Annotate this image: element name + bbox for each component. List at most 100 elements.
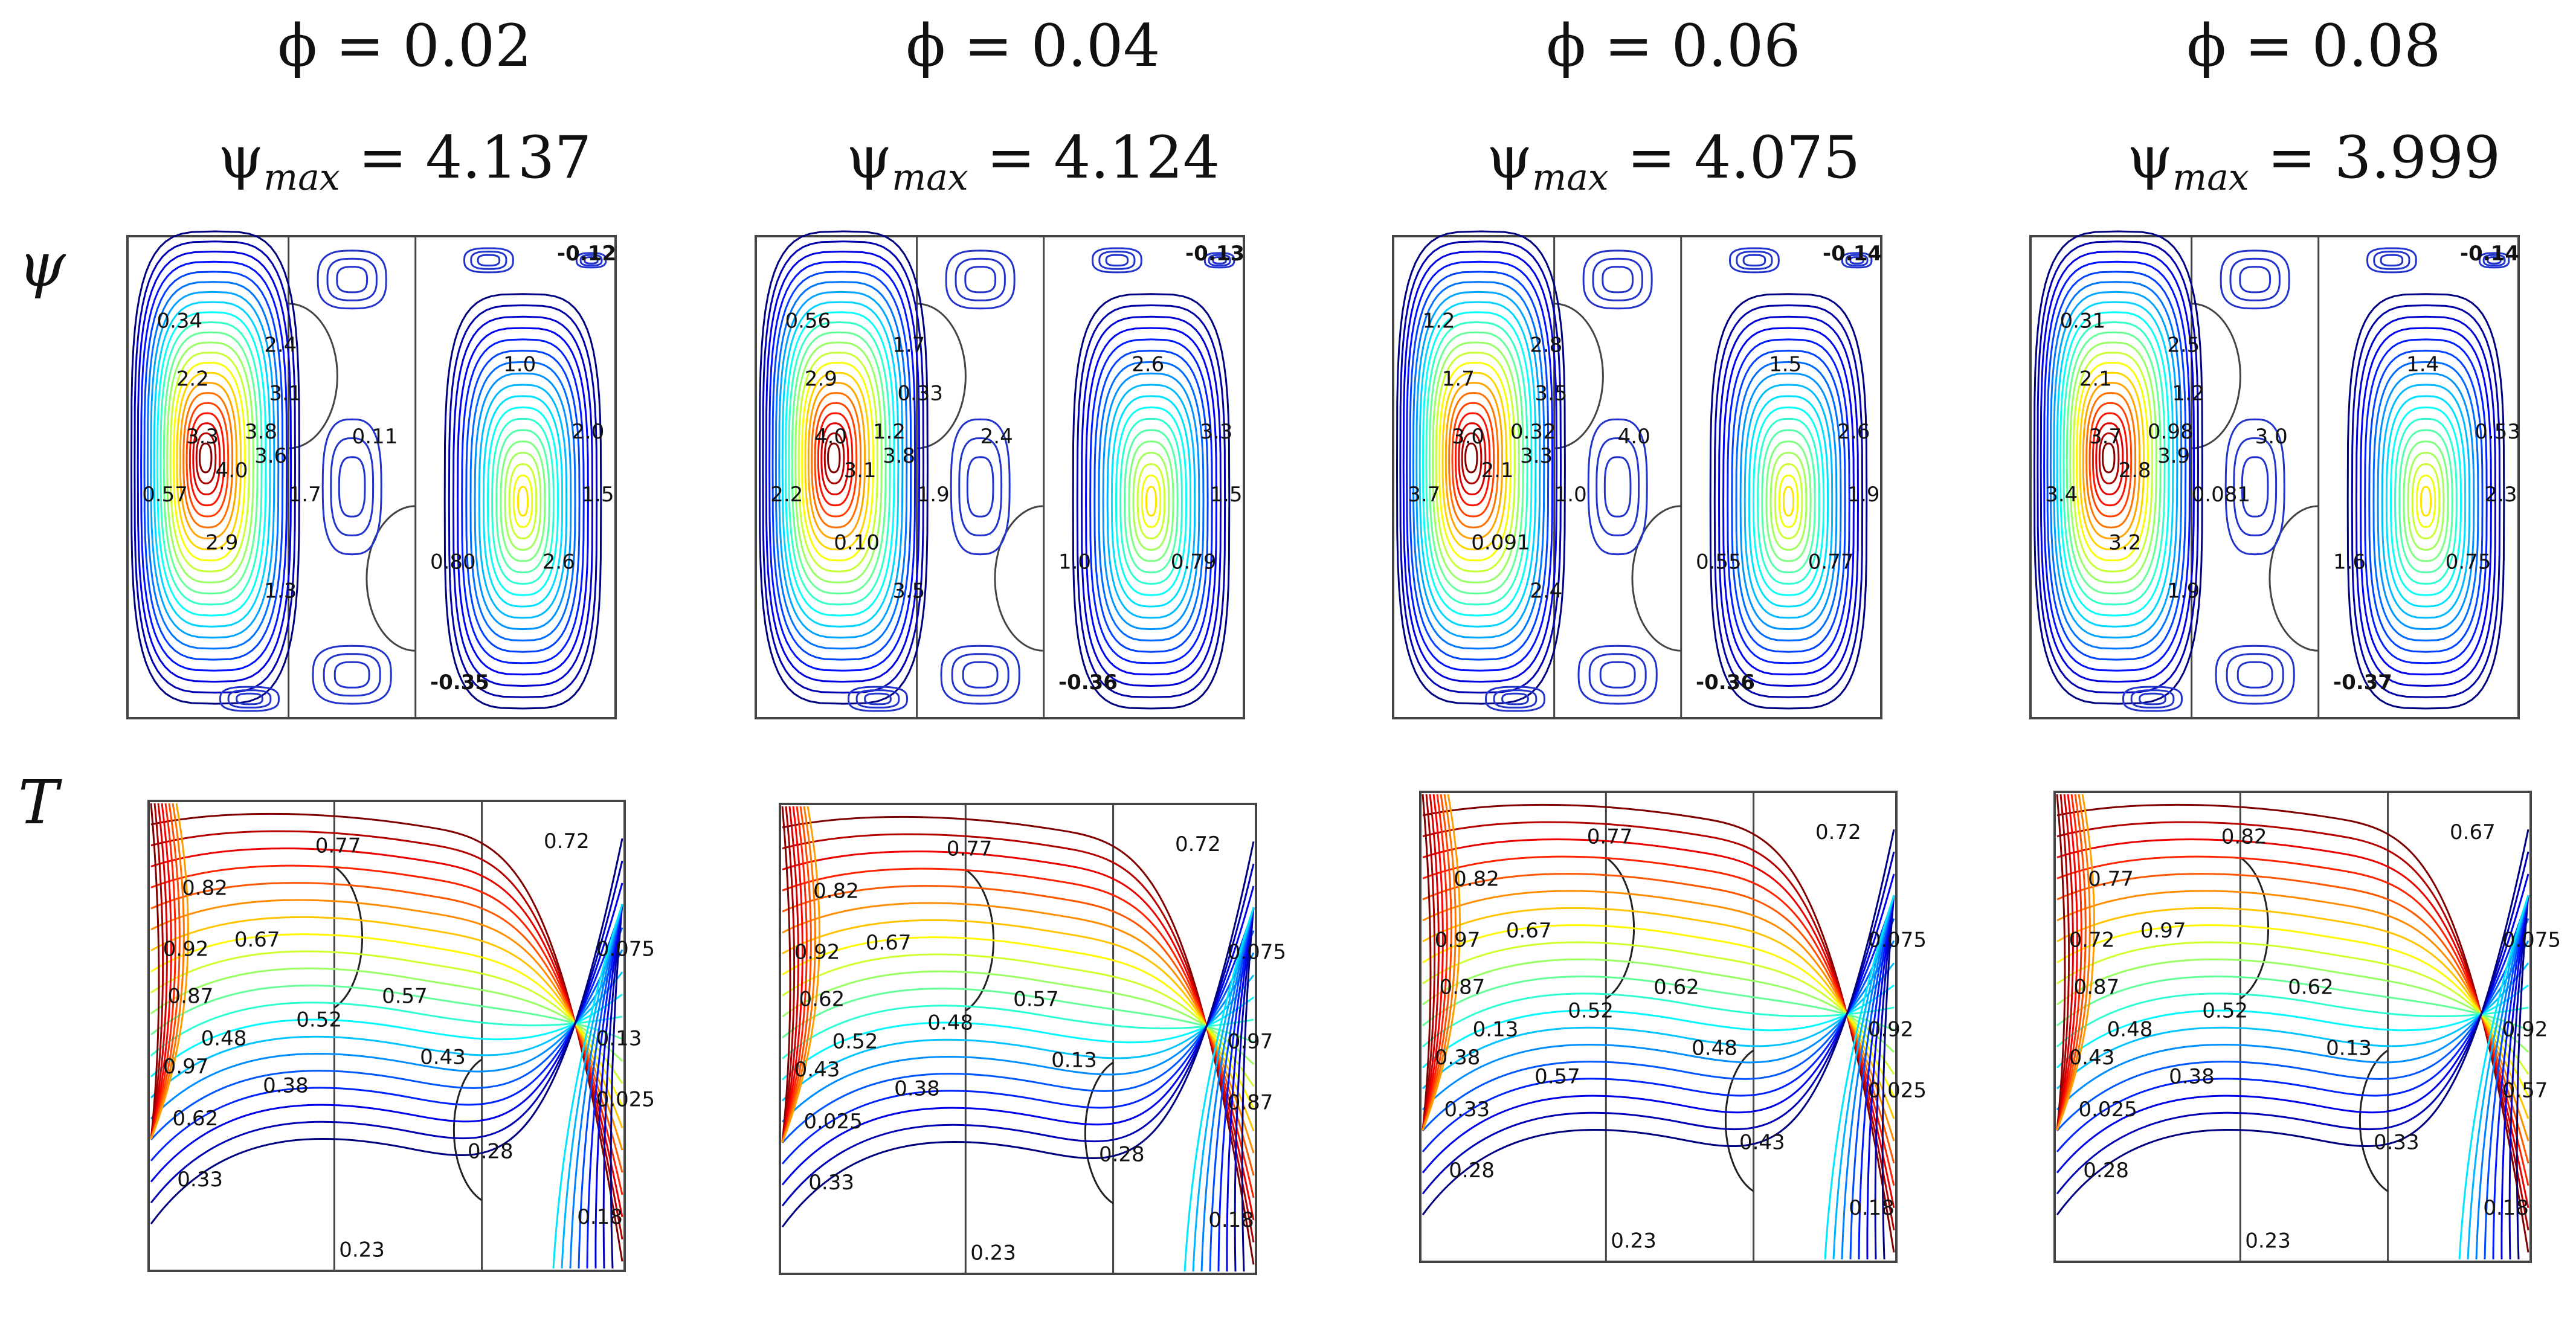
isotherm-line <box>1234 907 1255 1272</box>
isotherm-line <box>1422 794 1444 1131</box>
isotherm-label: 0.57 <box>1534 1064 1580 1088</box>
isotherm-line <box>782 902 1255 1154</box>
stream-contour-left <box>192 422 221 496</box>
isotherm-label: 0.92 <box>1868 1018 1914 1042</box>
stream-contour-right <box>2377 372 2475 631</box>
isotherm-line <box>150 803 185 1140</box>
isotherm-line <box>1422 794 1436 1131</box>
isotherm-label: 0.48 <box>2107 1018 2153 1042</box>
isotherm-line <box>782 867 1255 1198</box>
stream-contour-label: 1.3 <box>264 579 297 603</box>
isotherm-label: 0.075 <box>1228 940 1286 965</box>
isotherm-label: 0.23 <box>339 1238 385 1262</box>
isotherm-line <box>150 916 623 1128</box>
stream-contour-label: 2.5 <box>2167 333 2200 358</box>
stream-contour-left <box>2075 361 2149 562</box>
stream-contour-left <box>2046 271 2187 661</box>
isotherm-line <box>2508 895 2529 1260</box>
stream-contour-cell <box>1592 257 1643 301</box>
stream-contour-left <box>807 382 866 540</box>
stream-contour-right <box>1774 463 1803 539</box>
stream-contour-left <box>2059 311 2170 617</box>
isotherm-line <box>150 994 623 1078</box>
stream-contour-right <box>2368 350 2484 653</box>
stream-contour-label: 3.2 <box>2108 531 2141 555</box>
temp-plot-3: 0.77 0.72 0.82 0.97 0.67 0.075 0.87 0.62 0.52 0.1… <box>1419 791 1927 1263</box>
stream-contour-left <box>785 311 895 617</box>
stream-contour-label: -0.12 <box>557 242 616 266</box>
isotherm-label: 0.62 <box>1653 975 1699 1000</box>
stream-contour-left <box>1435 352 1516 573</box>
isotherm-label: 0.18 <box>577 1205 623 1229</box>
isotherm-line <box>1841 895 1895 1260</box>
stream-contour-right <box>1102 372 1200 631</box>
isotherm-line <box>2056 794 2082 1131</box>
isotherm-label: 0.57 <box>382 985 428 1009</box>
isotherm-label: 0.57 <box>1013 988 1059 1012</box>
stream-contour-left <box>185 402 230 518</box>
stream-contour-label: 3.1 <box>843 458 876 483</box>
stream-contour-label: 2.3 <box>2484 483 2517 507</box>
stream-contour-left <box>163 331 259 595</box>
stream-contour-label: 0.98 <box>2148 420 2194 444</box>
stream-contour-label: 3.5 <box>1534 381 1567 405</box>
stream-panel-3: -0.14 1.2 2.8 1.7 3.5 0.32 3.0 4.0 2.1 3.3 3.7 1.0 0… <box>1389 230 1885 722</box>
isotherm-label: 0.33 <box>177 1168 223 1192</box>
stream-contour-cell <box>855 689 900 709</box>
stream-contour-label: 3.1 <box>269 381 301 405</box>
isotherm-label: 0.48 <box>201 1027 247 1051</box>
isotherm-label: 0.18 <box>1849 1196 1895 1220</box>
stream-contour-label: 1.7 <box>289 483 321 507</box>
isotherm-line <box>602 904 623 1269</box>
stream-contour-right <box>1076 304 1226 698</box>
stream-contour-right <box>2415 474 2436 529</box>
isotherm-label: 0.92 <box>794 940 840 965</box>
stream-contour-right <box>2394 417 2458 585</box>
stream-contour-right <box>2381 384 2471 619</box>
psimax-value: 3.999 <box>2334 124 2501 191</box>
isotherm-label: 0.72 <box>1815 820 1861 844</box>
isotherm-line <box>150 933 623 1107</box>
isotherm-label: 0.43 <box>420 1046 466 1070</box>
stream-contour-left <box>800 361 874 562</box>
isotherm-label: 0.28 <box>2083 1159 2129 1183</box>
isotherm-line <box>782 988 1254 1043</box>
isotherm-line <box>150 803 176 1140</box>
stream-contour-right <box>457 327 589 676</box>
stream-contour-right <box>478 384 568 619</box>
stream-contour-cell <box>236 692 263 705</box>
stream-contour-cell <box>1841 252 1873 269</box>
isotherm-line <box>1422 962 1895 1090</box>
stream-contour-right <box>1748 395 1829 608</box>
stream-contour-label: 0.57 <box>142 483 188 507</box>
stream-contour-label: 1.9 <box>917 483 950 507</box>
stream-plot-2: -0.13 0.56 1.7 2.9 0.33 1.2 4.0 2.4 3.1 3.8 2.2 1.9… <box>755 230 1245 719</box>
isotherm-line <box>1422 829 1895 1216</box>
isotherm-label: 0.92 <box>163 937 209 962</box>
isotherm-label: 0.52 <box>1568 998 1614 1023</box>
stream-contour-cell <box>1582 249 1653 310</box>
temp-plot-2: 0.77 0.72 0.82 0.92 0.67 0.075 0.62 0.57 0.48 0.5… <box>779 803 1286 1275</box>
stream-contour-left <box>140 260 288 672</box>
isotherm-line <box>1858 895 1895 1260</box>
stream-contour-cell <box>338 456 366 518</box>
isotherm-line <box>150 882 623 1173</box>
stream-contour-label: 1.0 <box>1554 483 1587 507</box>
isotherm-label: 0.87 <box>1440 975 1486 1000</box>
stream-contour-left <box>130 230 300 705</box>
stream-contour-cell <box>323 653 381 697</box>
stream-contour-left <box>143 271 284 661</box>
isotherm-label: 0.72 <box>1175 832 1221 857</box>
stream-contour-cell <box>1736 250 1773 270</box>
isotherm-line <box>1422 855 1895 1186</box>
stream-contour-right <box>465 350 581 653</box>
isotherm-label: 0.28 <box>1449 1159 1495 1183</box>
isotherm-line <box>1422 941 1895 1075</box>
stream-contour-label: 3.8 <box>245 420 277 444</box>
stream-contour-label: 3.7 <box>2089 425 2122 449</box>
isotherm-line <box>150 860 623 1204</box>
stream-contour-cell <box>463 247 514 274</box>
isotherm-label: 0.87 <box>2074 975 2120 1000</box>
stream-contour-cell <box>317 249 387 310</box>
isotherm-line <box>1422 985 1895 1069</box>
